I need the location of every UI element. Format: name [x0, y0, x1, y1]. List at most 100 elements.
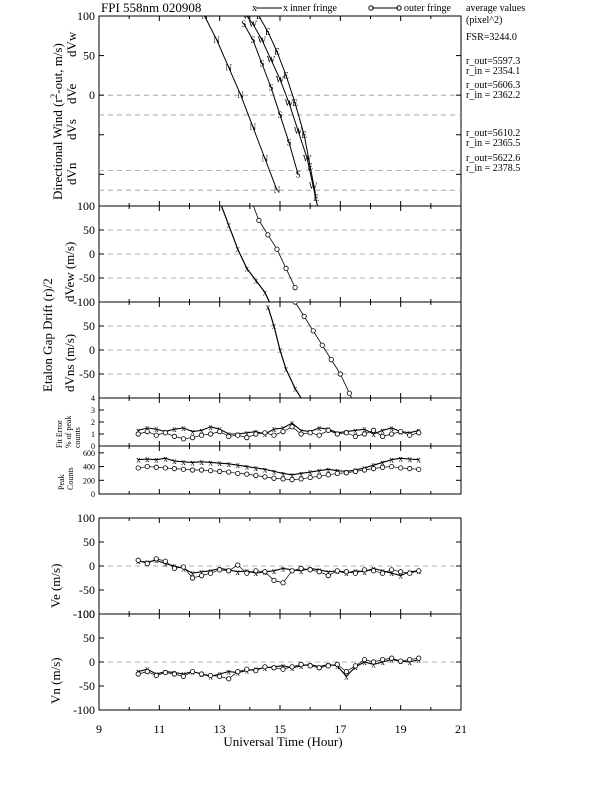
y-tick-label: 3 — [91, 406, 95, 415]
data-point-outer — [298, 661, 304, 668]
data-point-inner: x — [236, 460, 241, 470]
data-point-inner: x — [272, 321, 277, 331]
y-tick-label: 1 — [91, 430, 95, 439]
data-point-inner: x — [190, 568, 195, 578]
data-point-W: W — [243, 11, 252, 21]
data-point-inner: x — [254, 275, 259, 285]
data-point-W: W — [276, 74, 285, 84]
data-point-inner: x — [326, 464, 331, 474]
y-tick-label: 50 — [83, 535, 95, 549]
peak-counts-label: Counts — [66, 467, 75, 490]
data-point-outer — [144, 428, 150, 435]
data-point-E: E — [256, 11, 262, 21]
r-out-1: r_out=5597.3 — [466, 56, 520, 67]
y-tick-label: -100 — [73, 703, 95, 717]
data-point-E: E — [283, 70, 289, 80]
data-point-outer — [226, 469, 232, 475]
ve-label: Ve (m/s) — [48, 564, 63, 608]
data-point-outer — [274, 246, 280, 252]
data-point-outer — [316, 569, 322, 575]
data-point-outer — [325, 663, 331, 669]
data-point-inner: x — [284, 364, 289, 374]
data-point-inner: x — [272, 466, 277, 476]
x-tick-label: 21 — [455, 722, 467, 736]
data-point-inner: x — [326, 567, 331, 577]
data-point-outer — [217, 468, 223, 474]
data-point-inner: x — [281, 661, 286, 671]
data-point-outer — [334, 568, 340, 574]
data-point-outer — [389, 463, 395, 470]
data-point-outer — [162, 669, 168, 676]
data-point-outer — [198, 572, 205, 579]
data-point-outer — [153, 556, 159, 562]
data-point-outer — [171, 565, 178, 572]
x-tick-label: 17 — [334, 722, 346, 736]
data-point-outer — [135, 465, 141, 471]
r-in-2: r_in = 2362.2 — [466, 90, 520, 101]
data-point-outer — [316, 432, 322, 438]
data-point-outer — [226, 568, 232, 574]
data-point-outer — [208, 570, 214, 576]
data-point-outer — [416, 568, 422, 574]
data-point-outer — [416, 430, 422, 436]
y-tick-label: -50 — [79, 679, 95, 693]
legend-inner-marker-left: x — [252, 3, 257, 14]
series-line-S — [243, 23, 299, 175]
series-line-E — [258, 16, 317, 199]
data-point-inner: x — [281, 563, 286, 573]
data-point-outer — [343, 470, 349, 476]
series-line — [294, 302, 353, 398]
data-point-outer — [292, 284, 298, 291]
panel-peak_counts: 6004002000xxxxxxxxxxxxxxxxxxxxxxxxxxxxxx… — [83, 445, 462, 499]
data-point-S: S — [250, 35, 255, 45]
data-point-outer — [307, 430, 313, 436]
y-tick-label: -50 — [79, 271, 95, 285]
data-point-outer — [361, 567, 368, 573]
data-point-outer — [416, 655, 422, 661]
data-point-outer — [208, 431, 214, 437]
data-point-outer — [289, 568, 295, 574]
data-point-E: E — [313, 193, 319, 203]
data-point-inner: x — [293, 383, 298, 393]
y-tick-label: 0 — [89, 88, 95, 102]
data-point-outer — [307, 567, 313, 573]
data-point-inner: x — [145, 454, 150, 464]
avg-values-label: average values — [466, 3, 525, 14]
data-point-inner: x — [290, 470, 295, 480]
data-point-inner: x — [208, 422, 213, 432]
data-point-outer — [180, 436, 187, 442]
y-tick-label: 100 — [77, 607, 95, 621]
data-point-outer — [271, 665, 277, 671]
y-tick-label: 0 — [91, 490, 95, 499]
data-point-outer — [135, 557, 141, 563]
data-point-outer — [262, 569, 268, 575]
data-point-outer — [217, 567, 223, 573]
fit-pct-label: % of peak — [64, 416, 73, 448]
vn-label: Vn (m/s) — [48, 657, 63, 704]
series-line — [138, 422, 419, 435]
y-tick-label: 400 — [83, 463, 95, 472]
dVns-label: dVns (m/s) — [62, 334, 77, 392]
data-point-inner: x — [389, 423, 394, 433]
data-point-outer — [217, 673, 223, 680]
etalon-gap-label: Etalon Gap Drift (r)/2 — [40, 278, 55, 392]
data-point-inner: x — [344, 671, 349, 681]
data-point-outer — [352, 433, 359, 439]
x-axis-label: Universal Time (Hour) — [223, 734, 342, 749]
data-point-W: W — [294, 126, 303, 136]
data-point-outer — [189, 467, 196, 473]
x-tick-label: 13 — [214, 722, 226, 736]
data-point-inner: x — [263, 464, 268, 474]
dVe-label: dVe — [64, 84, 79, 104]
data-point-outer — [334, 470, 340, 477]
data-point-inner: x — [272, 424, 277, 434]
data-point-inner: x — [208, 457, 213, 467]
r-out-4: r_out=5622.6 — [466, 153, 520, 164]
data-point-inner: x — [371, 429, 376, 439]
data-point-outer — [135, 671, 141, 677]
data-point-outer — [253, 568, 259, 574]
data-point-outer — [198, 467, 205, 473]
data-point-outer — [144, 668, 150, 675]
data-point-outer — [271, 432, 277, 438]
